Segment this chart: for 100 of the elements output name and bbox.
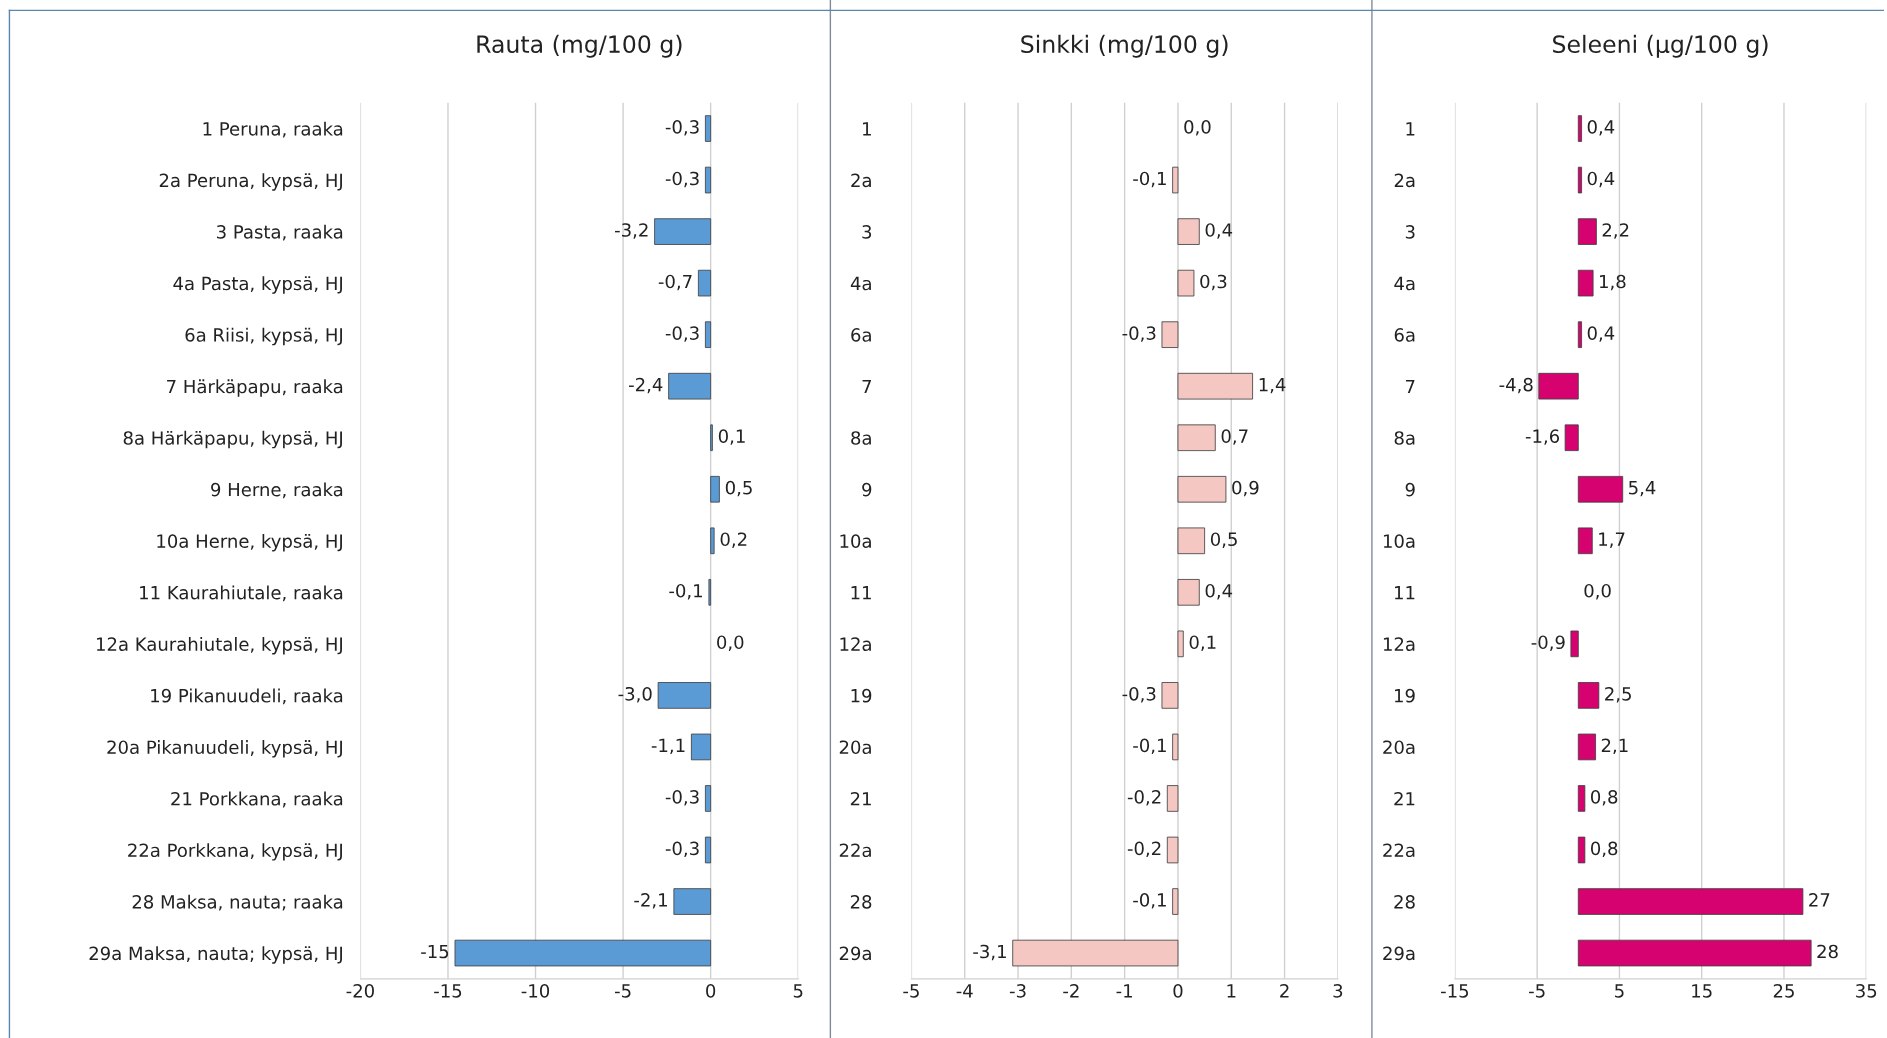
data-label: 28 xyxy=(1817,944,1838,959)
bar xyxy=(1166,836,1179,864)
data-label: 0,4 xyxy=(1587,326,1615,342)
y-tick-label: 20a xyxy=(1383,740,1415,755)
bar xyxy=(710,527,715,555)
data-label: 0,3 xyxy=(1200,274,1227,291)
data-label: 0,8 xyxy=(1591,790,1618,806)
data-label: 0,5 xyxy=(725,480,752,497)
bar xyxy=(1177,269,1195,297)
y-tick-label: 4a xyxy=(1394,276,1415,291)
x-tick-label: 2 xyxy=(1280,984,1289,998)
chart-title: Sinkki (mg/100 g) xyxy=(1021,34,1228,58)
x-tick-label: -10 xyxy=(521,984,550,998)
data-label: -0,7 xyxy=(658,274,692,291)
data-label: -3,2 xyxy=(615,223,648,239)
chart-title: Seleeni (µg/100 g) xyxy=(1553,34,1768,58)
chart-title: Rauta (mg/100 g) xyxy=(477,34,682,58)
y-tick-label: 10a xyxy=(1383,534,1415,548)
x-tick-label: 25 xyxy=(1773,984,1794,998)
bar xyxy=(1161,321,1179,348)
data-label: -0,3 xyxy=(665,120,699,136)
data-label: -0,9 xyxy=(1531,635,1565,651)
x-tick-label: -5 xyxy=(614,984,631,998)
bar xyxy=(1564,424,1579,452)
data-label: 2,2 xyxy=(1602,223,1629,239)
bar xyxy=(690,733,712,761)
data-label: 0,7 xyxy=(1221,429,1248,445)
y-tick-label: 10a Herne, kypsä, HJ xyxy=(157,533,342,552)
bar xyxy=(1577,836,1586,864)
y-tick-label: 28 xyxy=(1394,894,1415,909)
bar xyxy=(1177,424,1216,452)
data-label: 0,0 xyxy=(1184,120,1211,136)
y-tick-label: 9 xyxy=(862,482,872,497)
y-tick-label: 4a Pasta, kypsä, HJ xyxy=(173,276,342,294)
bar xyxy=(704,321,712,348)
y-tick-label: 21 Porkkana, raaka xyxy=(171,791,343,808)
y-tick-label: 19 Pikanuudeli, raaka xyxy=(151,688,343,705)
x-tick-label: 3 xyxy=(1333,984,1343,998)
x-tick-label: 5 xyxy=(1615,984,1624,998)
data-label: -0,3 xyxy=(665,841,699,858)
x-tick-label: -15 xyxy=(434,984,462,998)
y-tick-label: 29a Maksa, nauta; kypsä, HJ xyxy=(89,946,342,964)
data-label: -0,3 xyxy=(665,326,699,342)
data-label: 0,0 xyxy=(717,635,744,651)
y-tick-label: 6a xyxy=(1394,328,1415,342)
y-tick-label: 12a xyxy=(840,637,871,651)
bar xyxy=(1577,939,1812,967)
bar xyxy=(454,939,712,967)
bar xyxy=(1577,321,1582,348)
bar xyxy=(1538,372,1579,400)
data-label: 0,4 xyxy=(1205,583,1233,600)
data-label: -1,6 xyxy=(1525,429,1560,445)
bar xyxy=(704,166,712,194)
y-tick-label: 8a xyxy=(1394,431,1415,445)
y-tick-label: 2a xyxy=(1394,173,1415,188)
bar xyxy=(1577,733,1596,761)
bar xyxy=(1577,785,1586,812)
x-tick-label: -5 xyxy=(1529,984,1545,998)
data-label: 0,5 xyxy=(1210,532,1237,548)
bar xyxy=(1177,372,1254,400)
data-label: -0,1 xyxy=(1133,171,1166,188)
x-tick-label: -1 xyxy=(1116,984,1132,998)
y-tick-label: 12a Kaurahiutale, kypsä, HJ xyxy=(96,637,342,655)
data-label: -15 xyxy=(421,944,449,959)
data-label: 0,2 xyxy=(720,532,747,548)
y-tick-label: 21 xyxy=(850,791,871,806)
y-tick-label: 21 xyxy=(1394,791,1415,806)
bar xyxy=(1177,630,1184,658)
data-label: -4,8 xyxy=(1499,377,1533,394)
x-tick-label: -4 xyxy=(956,984,973,998)
x-tick-label: -20 xyxy=(346,984,374,998)
data-label: 0,1 xyxy=(1189,635,1216,651)
bar xyxy=(1177,579,1200,606)
x-tick-label: 0 xyxy=(1173,984,1183,998)
bar xyxy=(1177,527,1206,555)
data-label: 0,4 xyxy=(1587,171,1615,188)
data-label: -0,1 xyxy=(669,583,702,600)
y-tick-label: 2a Peruna, kypsä, HJ xyxy=(159,173,342,191)
data-label: -1,1 xyxy=(651,738,685,755)
y-tick-label: 6a xyxy=(851,328,871,342)
y-tick-label: 3 xyxy=(862,225,872,239)
bar xyxy=(1577,115,1582,142)
data-label: -2,1 xyxy=(634,893,667,909)
y-tick-label: 2a xyxy=(851,173,871,188)
y-tick-label: 11 xyxy=(851,586,871,600)
y-tick-label: 3 xyxy=(1405,225,1415,239)
y-tick-label: 20a Pikanuudeli, kypsä, HJ xyxy=(107,740,342,758)
data-label: -0,3 xyxy=(1122,326,1156,342)
y-tick-label: 19 xyxy=(1395,688,1415,703)
data-label: -2,4 xyxy=(629,377,663,394)
y-tick-label: 1 xyxy=(1406,122,1415,136)
bar xyxy=(1012,939,1179,967)
data-label: -0,2 xyxy=(1127,841,1161,858)
data-label: -0,1 xyxy=(1133,893,1166,909)
x-tick-label: 35 xyxy=(1856,984,1877,998)
y-tick-label: 29a xyxy=(839,946,871,961)
x-tick-label: 5 xyxy=(793,984,803,998)
bar xyxy=(1161,682,1179,709)
bar xyxy=(710,475,720,503)
y-tick-label: 22a Porkkana, kypsä, HJ xyxy=(128,843,342,861)
